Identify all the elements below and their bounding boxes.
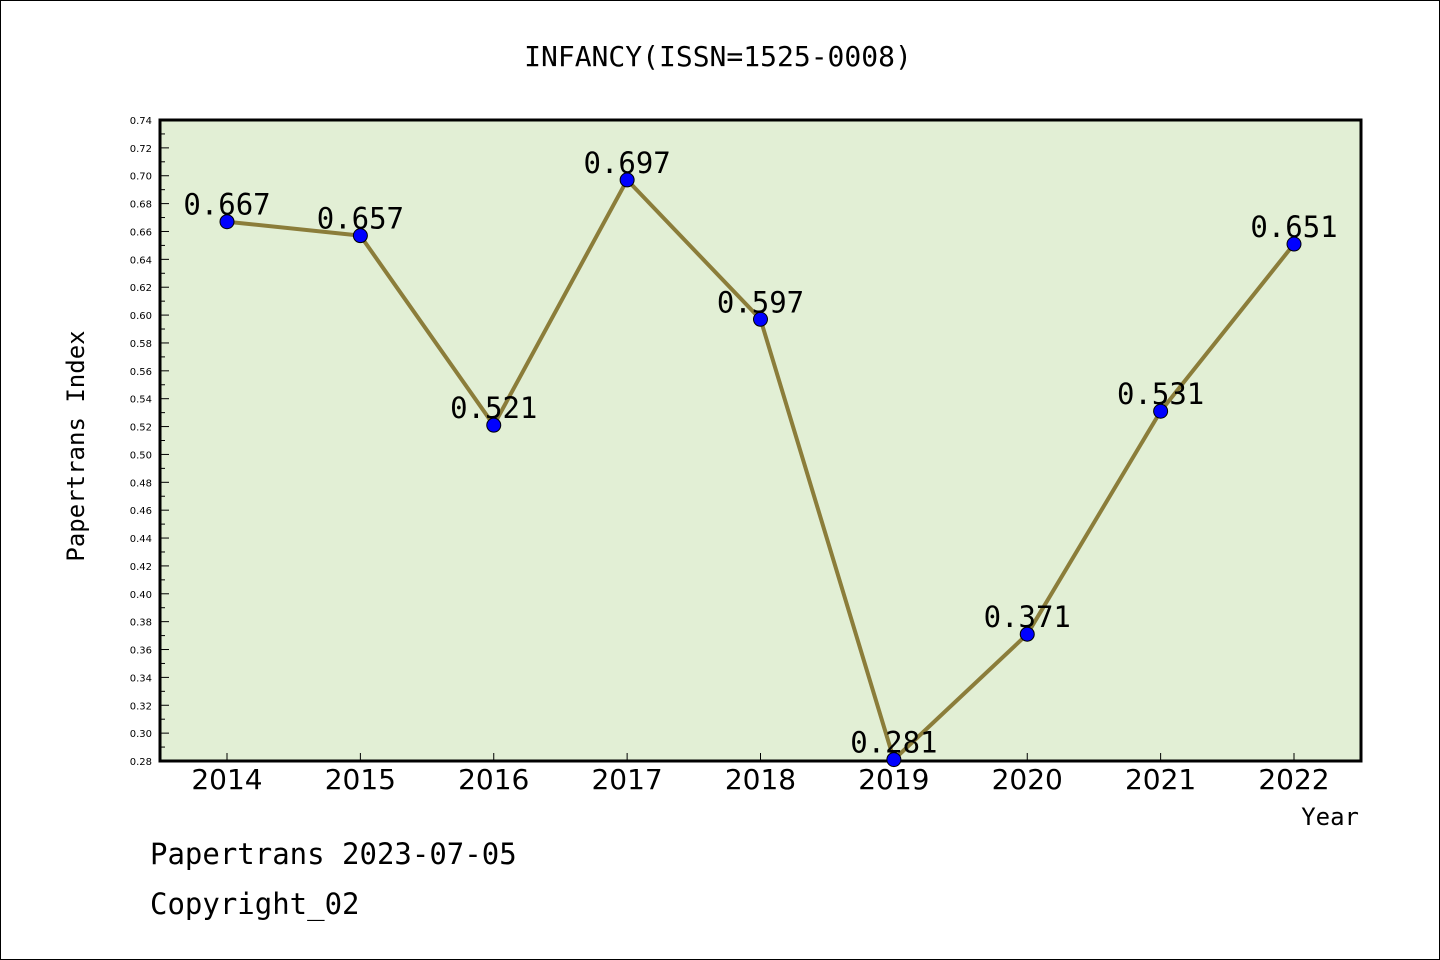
data-label: 0.697 (583, 146, 670, 180)
y-tick-label: 0.42 (130, 562, 152, 573)
data-label: 0.531 (1117, 377, 1204, 411)
y-tick-label: 0.50 (130, 450, 152, 461)
y-tick-label: 0.62 (130, 283, 152, 294)
x-tick-label: 2017 (591, 763, 662, 796)
x-tick-label: 2016 (458, 763, 529, 796)
data-point (619, 172, 635, 188)
footer-date: Papertrans 2023-07-05 (150, 837, 517, 871)
data-label: 0.597 (717, 285, 804, 319)
y-tick-label: 0.66 (130, 227, 152, 238)
data-point (1019, 626, 1035, 642)
x-axis-label: Year (1301, 803, 1359, 831)
y-axis-label: Papertrans Index (62, 330, 90, 561)
data-label: 0.371 (984, 600, 1071, 634)
y-tick-label: 0.38 (130, 618, 152, 629)
x-tick-label: 2022 (1258, 763, 1329, 796)
data-labels: 0.667 0.657 0.521 0.697 0.597 0.281 0.371 0.531… (183, 146, 1337, 760)
y-tick-label: 0.40 (130, 590, 152, 601)
x-tick-label: 2020 (992, 763, 1063, 796)
data-point (486, 417, 502, 433)
y-tick-label: 0.64 (130, 255, 152, 266)
x-tick-label: 2019 (858, 763, 929, 796)
data-label: 0.651 (1250, 210, 1337, 244)
y-tick-label: 0.70 (130, 172, 152, 183)
y-tick-label: 0.60 (130, 311, 152, 322)
y-tick-label: 0.74 (130, 116, 152, 127)
data-label: 0.667 (183, 188, 270, 222)
x-tick-label: 2018 (725, 763, 796, 796)
y-axis-ticks: 0.28 0.30 0.32 0.34 0.36 0.38 0.40 0.42 0.44 0.46… (130, 116, 169, 768)
y-tick-label: 0.68 (130, 200, 152, 211)
footer-copyright: Copyright_02 (150, 887, 360, 922)
chart-title: INFANCY(ISSN=1525-0008) (524, 40, 912, 73)
data-point (1153, 403, 1169, 419)
y-tick-label: 0.54 (130, 395, 152, 406)
data-point (886, 752, 902, 768)
data-point (753, 311, 768, 327)
y-tick-label: 0.32 (130, 701, 152, 712)
x-tick-label: 2015 (325, 763, 396, 796)
y-tick-label: 0.34 (130, 673, 152, 684)
plot-area (158, 118, 1363, 763)
data-point (352, 228, 368, 244)
series-points (219, 172, 1302, 768)
data-point (1286, 236, 1302, 252)
data-label: 0.521 (450, 391, 537, 425)
y-tick-label: 0.58 (130, 339, 152, 350)
x-axis-ticks: 2014 2015 2016 2017 2018 2019 2020 2021 2022 (191, 753, 1330, 796)
data-label: 0.657 (317, 202, 404, 236)
data-point (219, 214, 235, 230)
data-label: 0.281 (850, 726, 937, 760)
x-tick-label: 2021 (1125, 763, 1196, 796)
x-tick-label: 2014 (191, 763, 262, 796)
y-tick-label: 0.36 (130, 646, 152, 657)
y-tick-label: 0.30 (130, 729, 152, 740)
y-tick-label: 0.56 (130, 367, 152, 378)
y-tick-label: 0.72 (130, 144, 152, 155)
y-tick-label: 0.44 (130, 534, 152, 545)
y-tick-label: 0.46 (130, 506, 152, 517)
y-tick-label: 0.52 (130, 423, 152, 434)
y-tick-label: 0.28 (130, 757, 152, 768)
y-tick-label: 0.48 (130, 478, 152, 489)
